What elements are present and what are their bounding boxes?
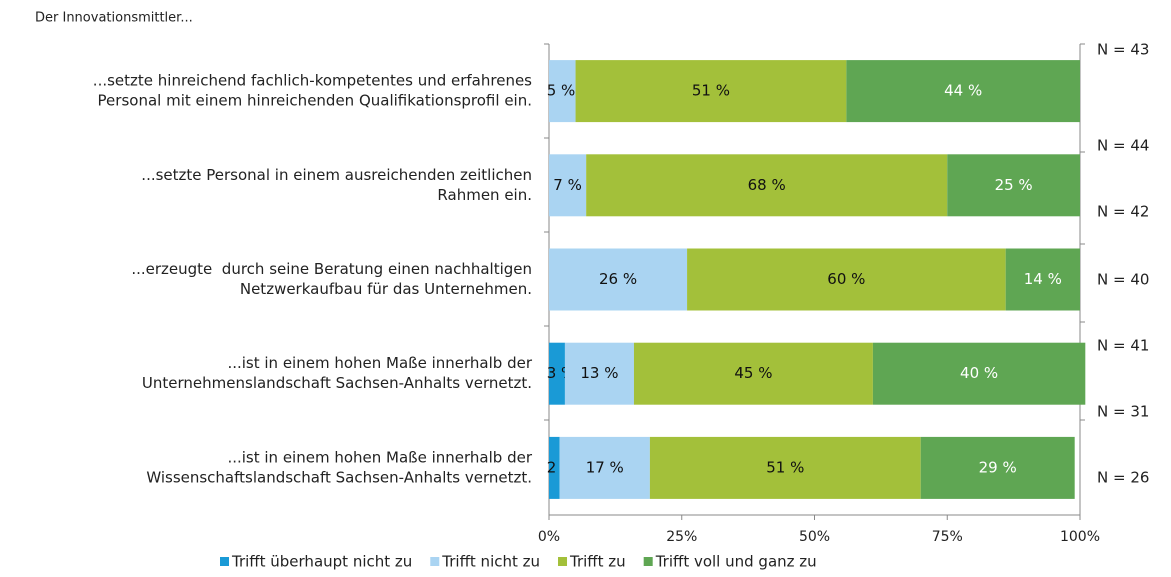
- bar-segment: [549, 154, 587, 217]
- category-label: Unternehmenslandschaft Sachsen-Anhalts v…: [142, 374, 532, 392]
- category-label: ...ist in einem hohen Maße innerhalb der: [227, 448, 532, 466]
- bar-segment: [920, 436, 1075, 499]
- bar-segment: [549, 342, 565, 405]
- value-label: 7 %: [553, 176, 582, 194]
- legend-label: Trifft überhaupt nicht zu: [231, 553, 412, 571]
- bar-segment: [846, 60, 1080, 123]
- n-label: N = 41: [1097, 337, 1149, 355]
- value-label: 51 %: [766, 458, 804, 476]
- right-axis: [1079, 43, 1085, 515]
- category-label: ...erzeugte durch seine Beratung einen n…: [131, 260, 532, 278]
- value-label: 29 %: [979, 458, 1017, 476]
- bar-segment: [549, 436, 560, 499]
- n-label: N = 26: [1097, 469, 1149, 487]
- category-label: ...setzte hinreichend fachlich-kompetent…: [93, 72, 532, 90]
- bar-segment: [549, 248, 688, 311]
- legend-swatch: [558, 557, 568, 566]
- legend-swatch: [220, 557, 229, 566]
- n-label: N = 31: [1097, 403, 1149, 421]
- category-label: Rahmen ein.: [437, 186, 532, 204]
- bar-segment: [649, 436, 921, 499]
- legend-swatch: [430, 557, 440, 566]
- category-label: ...ist in einem hohen Maße innerhalb der: [227, 354, 532, 372]
- bar-segment: [559, 436, 650, 499]
- bar-segment: [872, 342, 1086, 405]
- value-label: 40 %: [960, 364, 998, 382]
- x-tick-label: 25%: [666, 529, 697, 545]
- x-tick-label: 75%: [932, 529, 963, 545]
- legend-label: Trifft nicht zu: [441, 553, 540, 571]
- n-label: N = 44: [1097, 137, 1149, 155]
- category-label: ...setzte Personal in einem ausreichende…: [141, 166, 532, 184]
- category-label: Personal mit einem hinreichenden Qualifi…: [98, 92, 532, 110]
- value-label: 13 %: [580, 364, 618, 382]
- bar-segment: [947, 154, 1080, 217]
- value-label: 17 %: [586, 458, 624, 476]
- value-label: 51 %: [692, 82, 730, 100]
- category-axis: [544, 43, 550, 515]
- x-tick-label: 50%: [799, 529, 830, 545]
- bar-segment: [575, 60, 847, 123]
- legend-swatch: [643, 557, 653, 566]
- x-tick-label: 100%: [1060, 529, 1100, 545]
- bar-segment: [564, 342, 634, 405]
- value-label: 68 %: [748, 176, 786, 194]
- bar-segment: [687, 248, 1006, 311]
- x-tick-label: 0%: [538, 529, 560, 545]
- n-label: N = 43: [1097, 41, 1149, 59]
- value-label: 5 %: [547, 82, 576, 100]
- value-label: 26 %: [599, 270, 637, 288]
- legend-label: Trifft zu: [569, 553, 626, 571]
- legend-label: Trifft voll und ganz zu: [655, 553, 817, 571]
- bar-segment: [633, 342, 873, 405]
- chart-title: Der Innovationsmittler...: [35, 11, 193, 26]
- category-label: Netzwerkaufbau für das Unternehmen.: [240, 280, 532, 298]
- value-label: 14 %: [1024, 270, 1062, 288]
- n-label: N = 42: [1097, 203, 1149, 221]
- n-label: N = 40: [1097, 271, 1149, 289]
- value-label: 44 %: [944, 82, 982, 100]
- bar-segment: [549, 60, 576, 123]
- value-label: 45 %: [734, 364, 772, 382]
- category-label: Wissenschaftslandschaft Sachsen-Anhalts …: [146, 468, 532, 486]
- bar-segment: [586, 154, 948, 217]
- value-label: 25 %: [995, 176, 1033, 194]
- bar-segment: [1005, 248, 1080, 311]
- value-label: 60 %: [827, 270, 865, 288]
